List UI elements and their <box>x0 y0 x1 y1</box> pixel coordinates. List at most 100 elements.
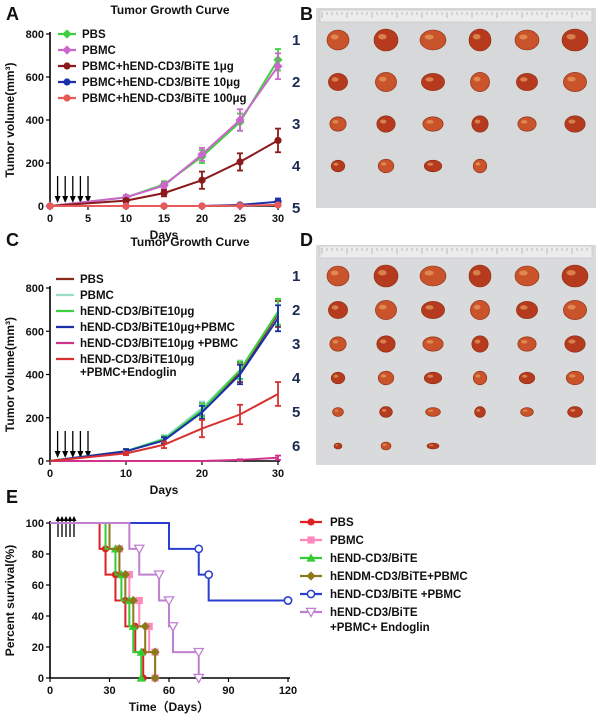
photo-d-tumor <box>375 300 397 320</box>
photo-b-tumor-highlight <box>519 34 528 40</box>
photo-d-tumor-highlight <box>522 409 528 412</box>
photo-b-tumor <box>472 158 488 174</box>
chart-c-title: Tumor Growth Curve <box>130 235 249 249</box>
photo-d-tumor <box>426 442 440 450</box>
photo-d-tumor <box>514 265 540 287</box>
chart-c-arrow-head <box>77 451 84 458</box>
photo-d-tumor-highlight <box>475 374 481 378</box>
photo-d-tumor-highlight <box>519 270 528 276</box>
chart-c-series-hend-cd3-bite10-g-pbmc-endoglin-line <box>49 393 279 462</box>
chart-e-series-hend-cd3-bite-pbmc-endoglin-point <box>193 647 205 659</box>
photo-b-tumor-highlight <box>378 33 387 40</box>
panel-letter-c: C <box>6 230 19 250</box>
photo-panel-d: 1 2 3 4 5 6 <box>292 245 596 465</box>
photo-d-tumor <box>471 335 489 353</box>
chart-c-arrow-head <box>62 451 69 458</box>
photo-b-tumor <box>375 72 397 92</box>
photo-d-tumor-highlight <box>332 340 339 344</box>
photo-d-tumor-highlight <box>426 340 434 344</box>
photo-d-tumor-highlight <box>476 409 481 412</box>
photo-b-tumor-highlight <box>330 34 339 40</box>
photo-d-tumor-highlight <box>380 374 387 378</box>
chart-a-x-tick-label: 10 <box>120 213 132 225</box>
photo-b-tumor <box>561 28 589 52</box>
photo-b-row-label: 5 <box>292 200 300 217</box>
photo-d-tumor <box>470 300 490 320</box>
chart-a-x-tick-label: 5 <box>85 213 91 225</box>
chart-e-legend-hend-cd3-bite-label: hEND-CD3/BiTE <box>330 553 418 565</box>
photo-b-tumor-highlight <box>472 33 481 40</box>
photo-d-tumor <box>520 407 534 417</box>
chart-c-arrow-head <box>69 451 76 458</box>
photo-d-tumor <box>332 407 344 417</box>
photo-d-tumor <box>333 442 343 450</box>
photo-d-tumor-highlight <box>472 269 481 276</box>
photo-b-row-label: 3 <box>292 116 300 133</box>
chart-c-y-tick-label: 200 <box>26 413 44 425</box>
chart-e-legend-hend-cd3-bite-pbmc-endoglin-label: +PBMC+ Endoglin <box>330 622 430 634</box>
chart-e-series-hend-cd3-bite-pbmc-endoglin-point <box>163 596 175 607</box>
chart-a-series-pbmc-hend-cd3-bite-100-g-line <box>50 203 279 207</box>
chart-a-x-axis-label: Days <box>150 228 179 242</box>
chart-e-legend-pbs-label: PBS <box>330 517 354 529</box>
chart-a-legend-pbs-marker <box>62 29 72 39</box>
chart-e-y-axis-label: Percent survival(%) <box>3 545 17 656</box>
chart-a-series-pbmc-hend-cd3-bite-1-g-point <box>236 158 244 166</box>
chart-e-arrow-head <box>71 516 77 521</box>
photo-b-tumor <box>328 73 348 91</box>
chart-a-series-pbmc-hend-cd3-bite-100-g-point <box>198 202 206 210</box>
photo-b-tumor <box>564 115 586 133</box>
photo-b-tumor-highlight <box>425 77 434 82</box>
photo-d-tumor <box>472 370 488 386</box>
chart-a-legend-pbmc-hend-cd3-bite-100-g-marker <box>63 94 71 102</box>
photo-d-tumor-highlight <box>425 305 434 310</box>
photo-d-tumor-highlight <box>378 269 387 276</box>
chart-c-y-tick-label: 0 <box>38 456 44 468</box>
photo-d-row-label: 5 <box>292 404 300 421</box>
photo-b-row-label: 1 <box>292 32 300 49</box>
chart-e-series-hend-cd3-bite-pbmc-point <box>204 570 214 579</box>
photo-d-tumor-highlight <box>570 409 576 412</box>
chart-c-x-tick-label: 10 <box>120 468 132 480</box>
chart-e-y-tick-label: 100 <box>26 518 44 530</box>
chart-a-y-tick-label: 600 <box>26 72 44 84</box>
chart-e: 0 20 40 60 80 100 0 30 60 90 120 Time（Days） Percent … <box>3 516 468 714</box>
chart-a-series-pbmc-point <box>197 149 207 159</box>
photo-d-tumor-highlight <box>521 374 528 378</box>
chart-e-series-hendm-cd3-bite-pbmc-point <box>120 570 130 580</box>
chart-c-y-axis-label: Tumor volume(mm³) <box>3 317 17 432</box>
photo-b-tumor <box>423 159 443 173</box>
photo-b-background <box>316 8 596 208</box>
chart-e-y-tick-label: 20 <box>32 642 44 654</box>
chart-c-legend-pbmc-label: PBMC <box>80 290 114 302</box>
photo-b-tumor-highlight <box>427 162 434 166</box>
photo-d-tumor <box>517 336 537 352</box>
photo-d-tumor <box>518 371 536 385</box>
chart-e-series-hendm-cd3-bite-pbmc-point <box>150 673 160 683</box>
chart-e-y-tick-label: 40 <box>32 611 44 623</box>
photo-b-tumor <box>419 29 447 51</box>
photo-d-tumor-highlight <box>566 269 576 276</box>
chart-e-series-hend-cd3-bite-pbmc-line <box>50 522 288 602</box>
photo-b-tumor <box>471 115 489 133</box>
photo-d-tumor-highlight <box>424 270 434 276</box>
photo-b-tumor-highlight <box>474 119 481 124</box>
chart-e-legend-hendm-cd3-bite-pbmc-marker <box>306 571 316 581</box>
chart-e-y-tick-label: 0 <box>38 673 44 685</box>
chart-c-series-hend-cd3-bite10-g-pbmc-line <box>50 456 279 462</box>
chart-e-x-tick-label: 0 <box>47 685 53 697</box>
photo-b-row-label: 4 <box>292 158 301 175</box>
chart-c-y-tick-label: 600 <box>26 326 44 338</box>
photo-panel-b: 1 2 3 4 5 <box>292 8 596 217</box>
chart-a-legend-pbmc-hend-cd3-bite-100-g-label: PBMC+hEND-CD3/BiTE 100μg <box>82 93 247 105</box>
photo-b-tumor <box>376 115 396 133</box>
photo-b-tumor <box>470 72 490 92</box>
chart-c-x-tick-label: 30 <box>272 468 284 480</box>
photo-b-tumor <box>514 29 540 51</box>
photo-d-row-label: 6 <box>292 438 300 455</box>
chart-a-x-tick-label: 25 <box>234 213 246 225</box>
photo-b-tumor <box>468 28 492 52</box>
photo-d-tumor <box>565 370 585 386</box>
photo-b-tumor <box>422 116 444 132</box>
photo-d-tumor-highlight <box>331 305 339 310</box>
